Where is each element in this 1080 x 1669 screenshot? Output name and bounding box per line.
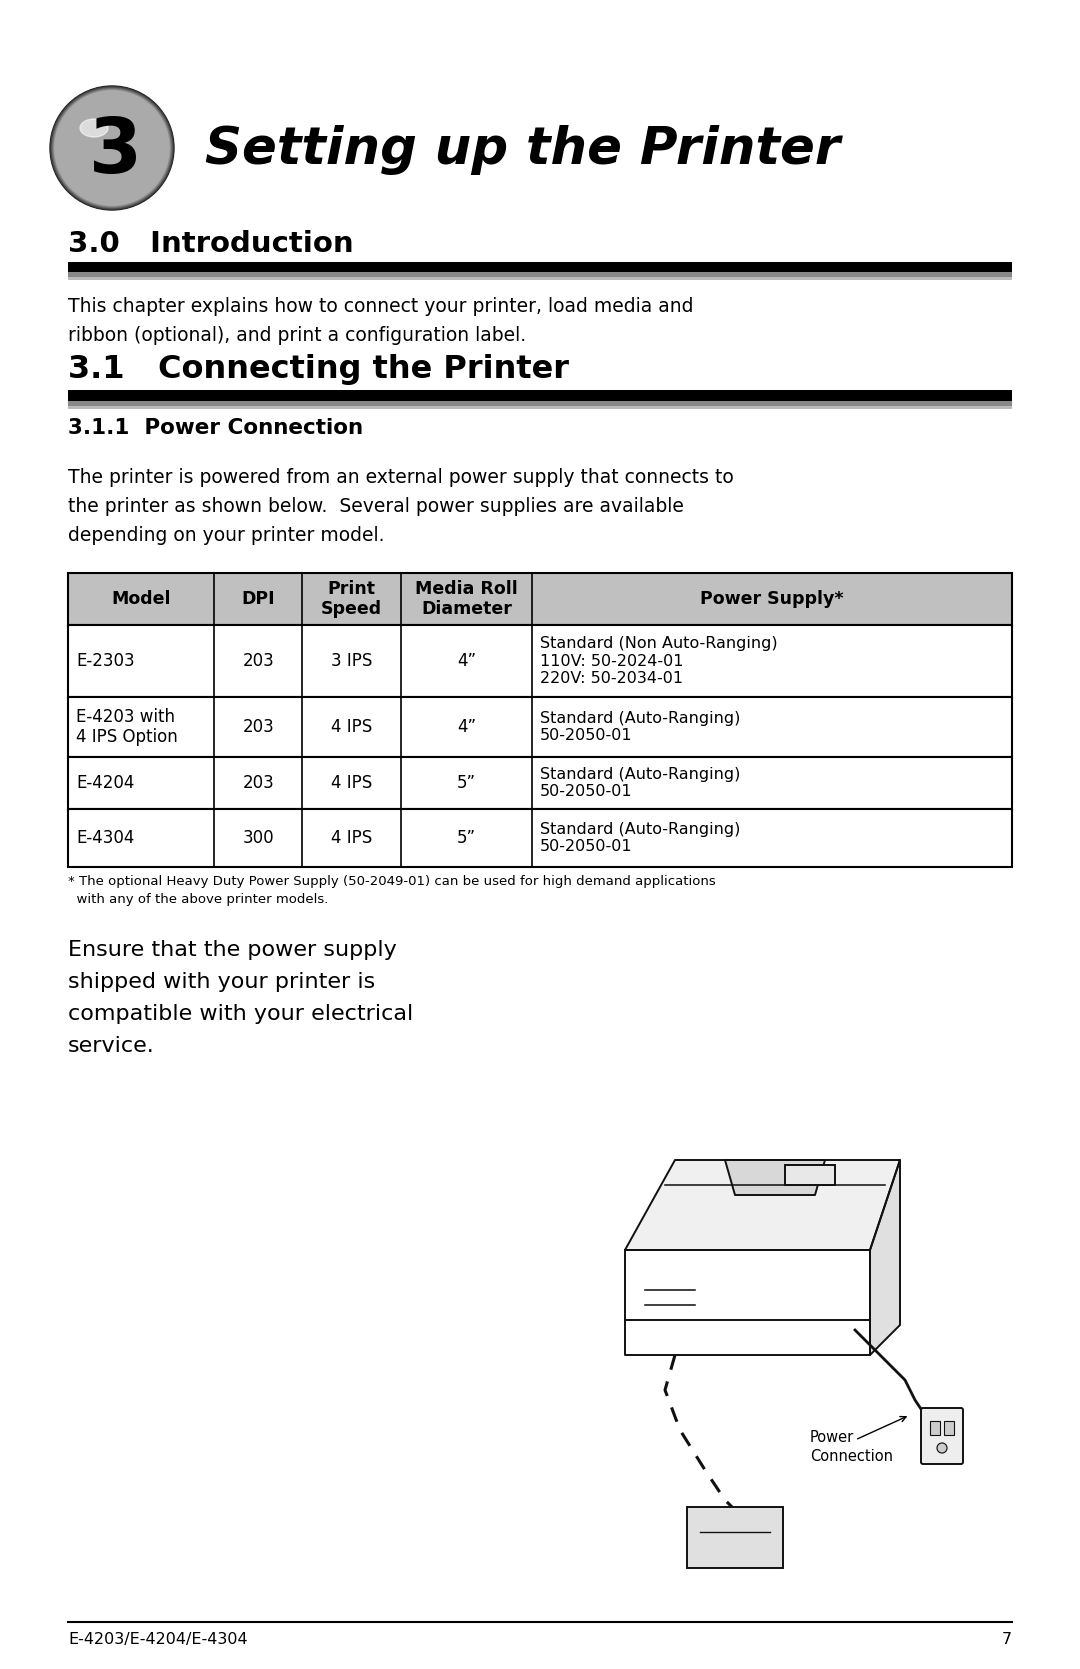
Text: E-4203/E-4204/E-4304: E-4203/E-4204/E-4304 — [68, 1632, 247, 1647]
Ellipse shape — [52, 88, 172, 209]
Text: 5”: 5” — [457, 829, 476, 846]
FancyBboxPatch shape — [68, 262, 1012, 272]
Text: 3: 3 — [90, 115, 143, 189]
FancyBboxPatch shape — [68, 391, 1012, 401]
FancyBboxPatch shape — [68, 698, 1012, 758]
Text: Setting up the Printer: Setting up the Printer — [205, 127, 840, 177]
Text: The printer is powered from an external power supply that connects to
the printe: The printer is powered from an external … — [68, 467, 733, 544]
Text: Power Supply*: Power Supply* — [700, 591, 843, 608]
Text: Print
Speed: Print Speed — [321, 579, 382, 619]
FancyBboxPatch shape — [68, 401, 1012, 406]
Text: Setting up the Printer: Setting up the Printer — [205, 124, 840, 174]
Text: 7: 7 — [1002, 1632, 1012, 1647]
FancyBboxPatch shape — [944, 1420, 954, 1435]
FancyBboxPatch shape — [687, 1507, 783, 1567]
Ellipse shape — [937, 1444, 947, 1454]
Text: 203: 203 — [242, 774, 274, 793]
Text: Setting up the Printer: Setting up the Printer — [207, 125, 842, 175]
FancyBboxPatch shape — [68, 758, 1012, 809]
Text: Model: Model — [111, 591, 171, 608]
Text: Setting up the Printer: Setting up the Printer — [207, 127, 842, 177]
FancyBboxPatch shape — [785, 1165, 835, 1185]
Text: Setting up the Printer: Setting up the Printer — [205, 125, 840, 175]
Text: Setting up the Printer: Setting up the Printer — [203, 124, 838, 174]
Text: Media Roll
Diameter: Media Roll Diameter — [415, 579, 517, 619]
Text: E-4204: E-4204 — [76, 774, 134, 793]
Text: Standard (Auto-Ranging)
50-2050-01: Standard (Auto-Ranging) 50-2050-01 — [540, 766, 740, 799]
Ellipse shape — [51, 87, 174, 209]
Ellipse shape — [54, 90, 170, 205]
FancyBboxPatch shape — [68, 277, 1012, 280]
Text: 203: 203 — [242, 718, 274, 736]
Ellipse shape — [53, 88, 172, 207]
Ellipse shape — [55, 90, 170, 205]
FancyBboxPatch shape — [68, 406, 1012, 409]
Text: This chapter explains how to connect your printer, load media and
ribbon (option: This chapter explains how to connect you… — [68, 297, 693, 345]
Text: Setting up the Printer: Setting up the Printer — [203, 125, 838, 175]
Text: Setting up the Printer: Setting up the Printer — [207, 124, 842, 174]
FancyBboxPatch shape — [930, 1420, 940, 1435]
FancyBboxPatch shape — [921, 1409, 963, 1464]
Text: 300: 300 — [242, 829, 274, 846]
Text: 5”: 5” — [457, 774, 476, 793]
Polygon shape — [625, 1250, 870, 1355]
Text: 3 IPS: 3 IPS — [330, 653, 373, 669]
FancyBboxPatch shape — [68, 272, 1012, 277]
Ellipse shape — [51, 87, 173, 209]
FancyBboxPatch shape — [68, 809, 1012, 866]
Text: E-4203 with
4 IPS Option: E-4203 with 4 IPS Option — [76, 708, 178, 746]
Text: Setting up the Printer: Setting up the Printer — [203, 127, 838, 177]
Polygon shape — [625, 1160, 900, 1250]
Text: Standard (Non Auto-Ranging)
110V: 50-2024-01
220V: 50-2034-01: Standard (Non Auto-Ranging) 110V: 50-202… — [540, 636, 778, 686]
Text: Standard (Auto-Ranging)
50-2050-01: Standard (Auto-Ranging) 50-2050-01 — [540, 711, 740, 743]
Text: E-4304: E-4304 — [76, 829, 134, 846]
Text: E-2303: E-2303 — [76, 653, 135, 669]
Text: 3.0   Introduction: 3.0 Introduction — [68, 230, 353, 259]
Polygon shape — [725, 1160, 825, 1195]
Text: 203: 203 — [242, 653, 274, 669]
Text: 3.1   Connecting the Printer: 3.1 Connecting the Printer — [68, 354, 569, 386]
Polygon shape — [870, 1160, 900, 1355]
Text: DPI: DPI — [242, 591, 275, 608]
Text: 4”: 4” — [457, 718, 476, 736]
Text: 3.1.1  Power Connection: 3.1.1 Power Connection — [68, 417, 363, 437]
Ellipse shape — [53, 88, 171, 207]
Ellipse shape — [54, 90, 171, 207]
Text: 4”: 4” — [457, 653, 476, 669]
Text: * The optional Heavy Duty Power Supply (50-2049-01) can be used for high demand : * The optional Heavy Duty Power Supply (… — [68, 875, 716, 906]
Ellipse shape — [80, 118, 108, 137]
Text: 4 IPS: 4 IPS — [332, 774, 373, 793]
Text: Ensure that the power supply
shipped with your printer is
compatible with your e: Ensure that the power supply shipped wit… — [68, 940, 414, 1056]
Text: 4 IPS: 4 IPS — [332, 718, 373, 736]
FancyBboxPatch shape — [68, 624, 1012, 698]
Text: Standard (Auto-Ranging)
50-2050-01: Standard (Auto-Ranging) 50-2050-01 — [540, 821, 740, 855]
Text: Power
Connection: Power Connection — [810, 1430, 893, 1464]
FancyBboxPatch shape — [68, 572, 1012, 624]
Ellipse shape — [50, 87, 174, 210]
Text: 4 IPS: 4 IPS — [332, 829, 373, 846]
